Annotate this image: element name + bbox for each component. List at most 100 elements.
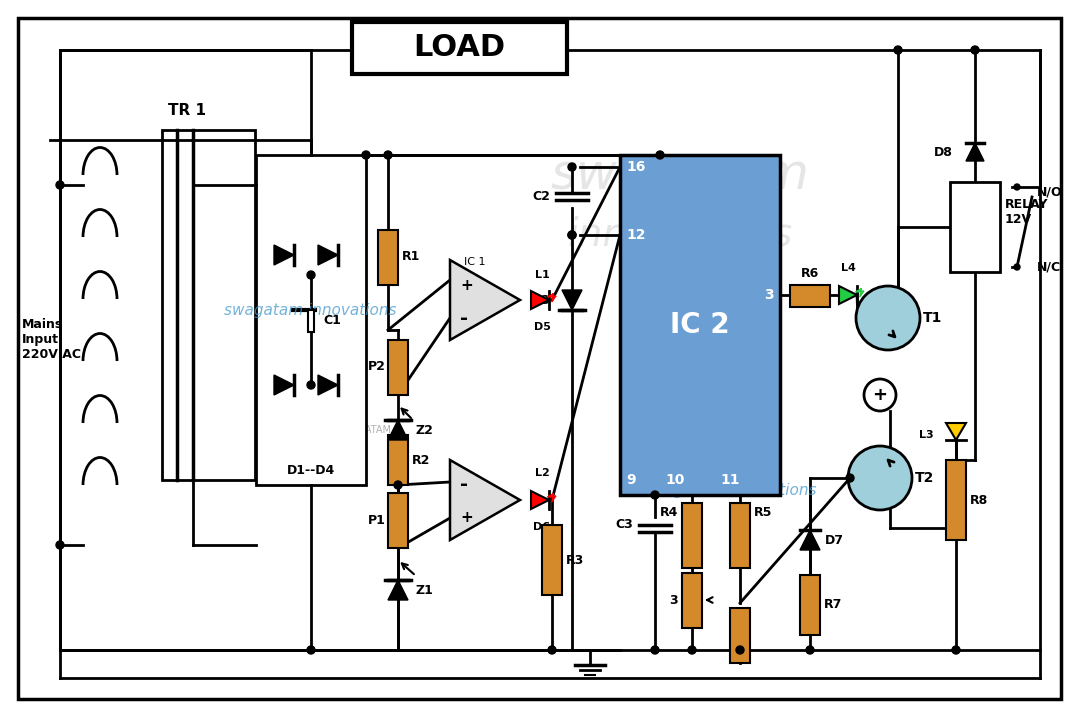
Text: D8: D8 [934, 145, 953, 158]
Bar [256, 155, 366, 485]
Circle shape [894, 46, 902, 54]
Text: T1: T1 [923, 311, 942, 325]
Text: 11: 11 [721, 473, 740, 487]
Polygon shape [318, 375, 338, 395]
Text: N/C: N/C [1037, 260, 1061, 273]
Text: 12: 12 [626, 228, 645, 242]
Polygon shape [531, 291, 549, 309]
Circle shape [548, 646, 556, 654]
Bar [162, 130, 255, 480]
Polygon shape [274, 245, 293, 265]
Text: Z2: Z2 [416, 423, 434, 436]
Polygon shape [531, 491, 549, 509]
Text: swagatam innovations: swagatam innovations [223, 303, 396, 318]
Text: D1--D4: D1--D4 [287, 464, 336, 477]
Text: Z1: Z1 [416, 584, 434, 597]
Polygon shape [318, 245, 338, 265]
Text: TR 1: TR 1 [168, 103, 206, 118]
Text: R3: R3 [566, 554, 584, 567]
Text: L1: L1 [534, 270, 549, 280]
Circle shape [568, 231, 576, 239]
Bar [378, 230, 398, 285]
Text: IC 1: IC 1 [464, 257, 486, 267]
Polygon shape [946, 423, 966, 440]
Circle shape [308, 381, 315, 389]
Polygon shape [388, 580, 408, 600]
Circle shape [394, 481, 402, 489]
Text: IC 2: IC 2 [670, 311, 729, 339]
Circle shape [736, 646, 745, 654]
Text: T2: T2 [915, 471, 934, 485]
Polygon shape [800, 530, 820, 550]
Circle shape [384, 151, 392, 159]
Circle shape [971, 46, 979, 54]
Text: DESIGNED AND INVENTED BY SWAGATAM: DESIGNED AND INVENTED BY SWAGATAM [189, 425, 392, 435]
Bar [682, 503, 702, 568]
Text: R7: R7 [824, 598, 843, 611]
Text: -: - [460, 475, 468, 495]
Circle shape [688, 646, 696, 654]
Text: RELAY
12V: RELAY 12V [1005, 198, 1049, 226]
Bar [388, 435, 408, 485]
Text: D5: D5 [533, 322, 550, 332]
Bar [388, 493, 408, 548]
Circle shape [308, 271, 315, 279]
Text: 3: 3 [669, 593, 678, 607]
Text: R1: R1 [402, 250, 421, 263]
Circle shape [56, 181, 64, 189]
Polygon shape [450, 460, 520, 540]
Circle shape [361, 151, 370, 159]
Bar [388, 340, 408, 395]
Circle shape [864, 379, 896, 411]
Text: C2: C2 [532, 191, 550, 203]
Bar [542, 525, 562, 595]
Bar [800, 575, 820, 635]
Text: L4: L4 [841, 263, 856, 273]
Text: swagatam innovations: swagatam innovations [644, 482, 816, 498]
Polygon shape [562, 290, 582, 310]
Text: L2: L2 [534, 468, 549, 478]
Text: Z3: Z3 [532, 293, 550, 306]
Text: R4: R4 [659, 506, 678, 520]
Text: C1: C1 [323, 314, 341, 327]
Text: +: + [873, 386, 888, 404]
Circle shape [856, 286, 920, 350]
Polygon shape [274, 375, 293, 395]
Polygon shape [839, 286, 857, 304]
Text: 3: 3 [764, 288, 774, 302]
Polygon shape [966, 143, 984, 161]
Circle shape [308, 646, 315, 654]
Text: C3: C3 [615, 518, 633, 531]
Text: swagatam: swagatam [550, 151, 809, 199]
Circle shape [651, 646, 659, 654]
Text: 10: 10 [666, 473, 685, 487]
Bar [730, 503, 750, 568]
Bar [352, 22, 566, 74]
Bar [308, 310, 314, 332]
Text: L3: L3 [919, 430, 934, 440]
Bar [682, 573, 702, 628]
Text: +: + [460, 510, 473, 526]
Polygon shape [388, 420, 408, 440]
Text: N/O: N/O [1037, 186, 1063, 198]
Text: -: - [460, 308, 468, 327]
Bar [790, 285, 830, 307]
Circle shape [846, 474, 853, 482]
Circle shape [394, 426, 402, 434]
Circle shape [56, 541, 64, 549]
Circle shape [1014, 184, 1020, 190]
Bar [730, 608, 750, 663]
Text: D7: D7 [825, 533, 844, 546]
Text: 16: 16 [626, 160, 645, 174]
Text: Mains
Input
220V AC: Mains Input 220V AC [22, 319, 81, 362]
Text: innovations: innovations [568, 216, 793, 254]
Circle shape [806, 646, 814, 654]
Circle shape [651, 491, 659, 499]
Circle shape [952, 646, 960, 654]
Circle shape [568, 163, 576, 171]
Bar [950, 182, 1000, 272]
Text: 9: 9 [626, 473, 636, 487]
Text: P2: P2 [368, 360, 386, 373]
Bar [946, 460, 966, 540]
Bar [620, 155, 780, 495]
